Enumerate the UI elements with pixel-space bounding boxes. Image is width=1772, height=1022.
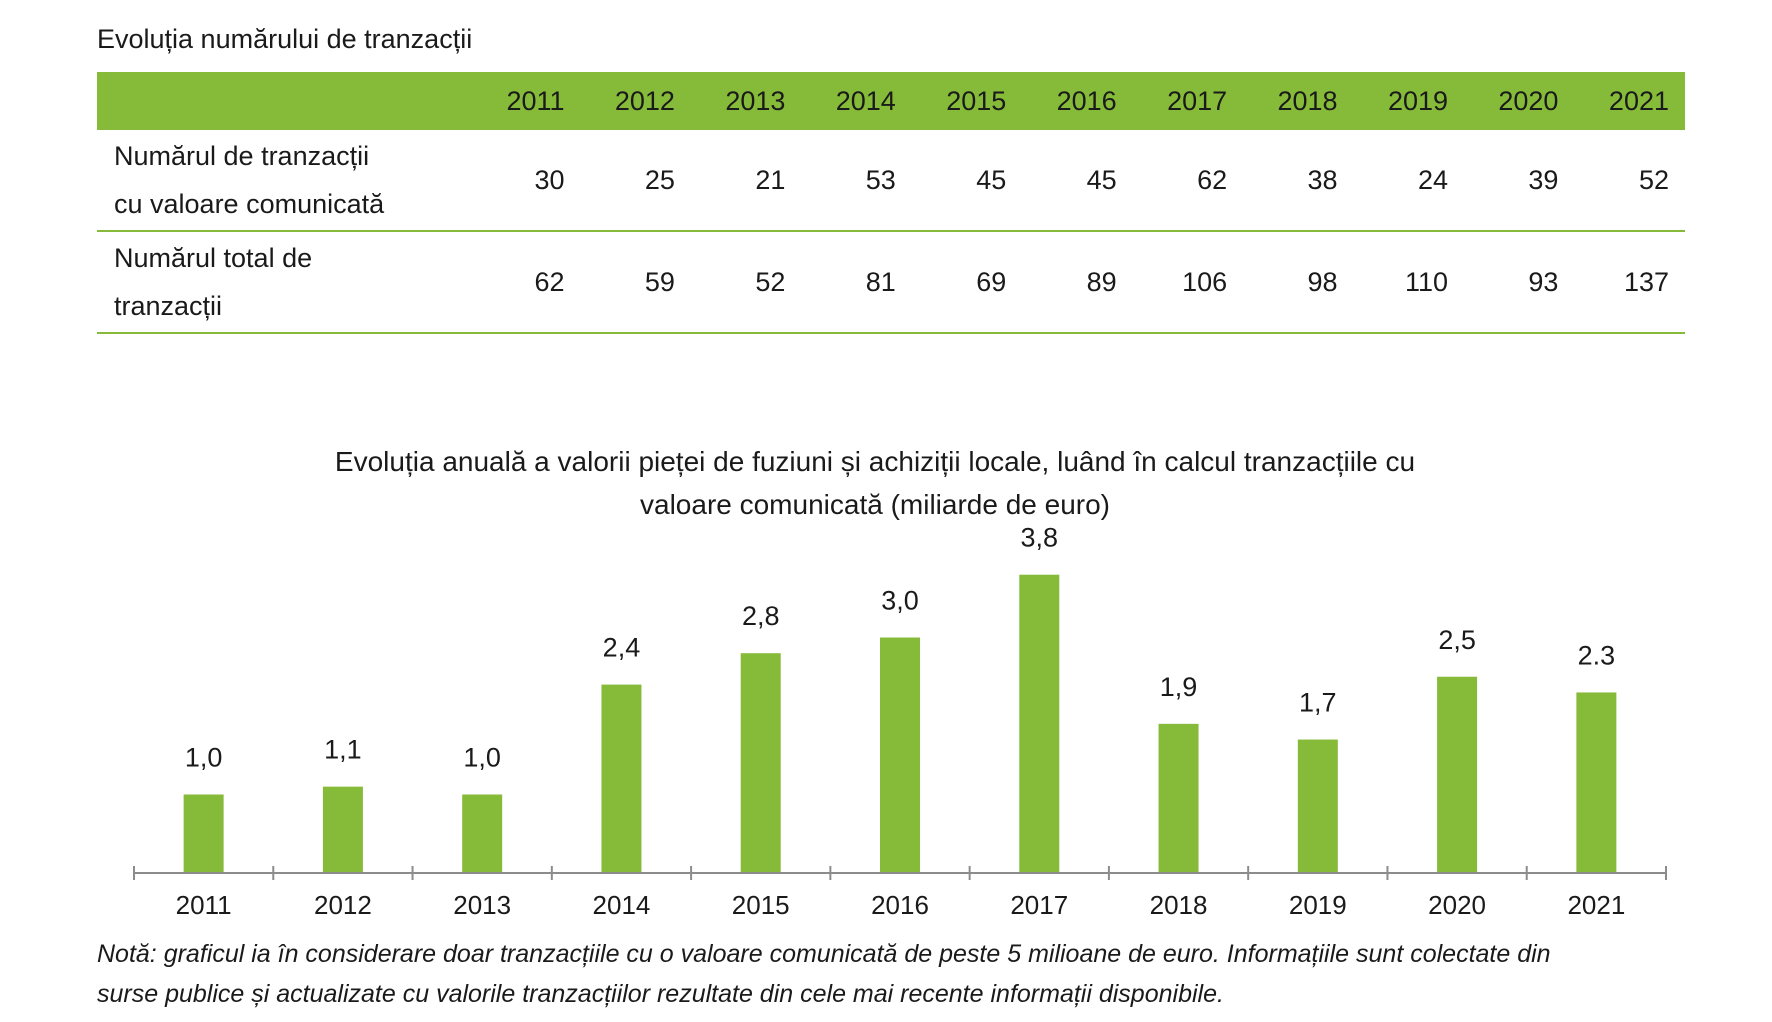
table-header-year: 2012 — [614, 85, 675, 116]
data-label: 2,4 — [603, 633, 641, 663]
x-tick-label: 2014 — [593, 890, 651, 920]
table-cell: 30 — [534, 164, 565, 195]
table-cell: 39 — [1528, 164, 1559, 195]
table-cell: 45 — [1086, 164, 1117, 195]
table-header-year: 2020 — [1498, 85, 1559, 116]
table-cell: 59 — [644, 266, 675, 297]
bar — [1297, 739, 1338, 873]
table-header-year: 2015 — [946, 85, 1007, 116]
table-cell: 52 — [1638, 164, 1669, 195]
x-tick-label: 2011 — [176, 890, 232, 920]
data-label: 3,0 — [881, 586, 919, 616]
row-label-line: Numărul de tranzacții — [114, 141, 370, 171]
table-cell: 106 — [1182, 266, 1228, 297]
data-label: 1,0 — [185, 743, 223, 773]
table-cell: 52 — [755, 266, 786, 297]
x-tick-label: 2020 — [1428, 890, 1486, 920]
table-header-year: 2016 — [1056, 85, 1117, 116]
table-header-year: 2014 — [835, 85, 896, 116]
bar — [322, 786, 363, 873]
table-header-year: 2017 — [1167, 85, 1228, 116]
bar — [601, 684, 642, 873]
table-cell: 98 — [1307, 266, 1338, 297]
x-tick-label: 2015 — [732, 890, 790, 920]
data-label: 2,5 — [1438, 625, 1476, 655]
table-header-year: 2011 — [506, 85, 565, 116]
transactions-table: 2011 2012 2013 2014 2015 2016 2017 2018 … — [97, 72, 1685, 334]
row-label: Numărul de tranzacții cu valoare comunic… — [97, 130, 473, 231]
table-header-year: 2021 — [1608, 85, 1669, 116]
bar — [462, 794, 503, 873]
data-label: 1,7 — [1299, 688, 1337, 718]
table-cell: 93 — [1528, 266, 1559, 297]
bar — [183, 794, 224, 873]
data-label: 1,9 — [1160, 672, 1198, 702]
x-tick-label: 2013 — [453, 890, 511, 920]
table-cell: 25 — [644, 164, 675, 195]
x-tick-label: 2012 — [314, 890, 372, 920]
row-label-line: tranzacții — [114, 291, 223, 321]
data-label: 2.3 — [1578, 640, 1616, 670]
chart-title: Evoluția anuală a valorii pieței de fuzi… — [200, 440, 1550, 526]
table-cell: 110 — [1404, 266, 1449, 297]
x-tick-label: 2019 — [1289, 890, 1347, 920]
table-cell: 45 — [976, 164, 1007, 195]
bar — [880, 637, 920, 873]
table-header-row: 2011 2012 2013 2014 2015 2016 2017 2018 … — [97, 72, 1685, 130]
row-label-line: Numărul total de — [114, 243, 313, 273]
table-cell: 21 — [755, 164, 786, 195]
bar — [1158, 723, 1199, 873]
table-cell: 38 — [1307, 164, 1338, 195]
table-row: Numărul de tranzacții cu valoare comunic… — [97, 130, 1685, 231]
bar — [1437, 676, 1478, 873]
chart-title-line: valoare comunicată (miliarde de euro) — [640, 489, 1110, 520]
data-label: 2,8 — [742, 601, 780, 631]
table-header-year: 2019 — [1387, 85, 1449, 116]
table-header-year: 2013 — [725, 85, 786, 116]
table-cell: 137 — [1623, 266, 1669, 297]
bar — [740, 653, 781, 873]
table-cell: 53 — [865, 164, 896, 195]
chart-note: Notă: graficul ia în considerare doar tr… — [97, 934, 1737, 1014]
table-cell: 89 — [1086, 266, 1117, 297]
note-line: Notă: graficul ia în considerare doar tr… — [97, 940, 1551, 968]
row-label-line: cu valoare comunicată — [114, 189, 385, 219]
bar — [1576, 692, 1617, 873]
bar — [1019, 574, 1060, 873]
chart-title-line: Evoluția anuală a valorii pieței de fuzi… — [334, 446, 1416, 477]
table-row: Numărul total de tranzacții 62 59 52 81 … — [97, 231, 1685, 333]
data-label: 1,0 — [463, 743, 501, 773]
x-tick-label: 2018 — [1150, 890, 1208, 920]
table-cell: 81 — [865, 266, 896, 297]
data-label: 3,8 — [1020, 523, 1058, 553]
row-label: Numărul total de tranzacții — [97, 231, 473, 333]
table-header-year: 2018 — [1277, 85, 1338, 116]
table-title: Evoluția numărului de tranzacții — [97, 24, 473, 54]
table-cell: 62 — [534, 266, 565, 297]
table-cell: 24 — [1417, 164, 1449, 195]
table-cell: 69 — [976, 266, 1007, 297]
table-cell: 62 — [1197, 164, 1228, 195]
x-tick-label: 2016 — [871, 890, 929, 920]
note-line: surse publice și actualizate cu valorile… — [97, 980, 1224, 1008]
x-tick-label: 2017 — [1010, 890, 1068, 920]
data-label: 1,1 — [324, 735, 362, 765]
x-tick-label: 2021 — [1567, 890, 1625, 920]
